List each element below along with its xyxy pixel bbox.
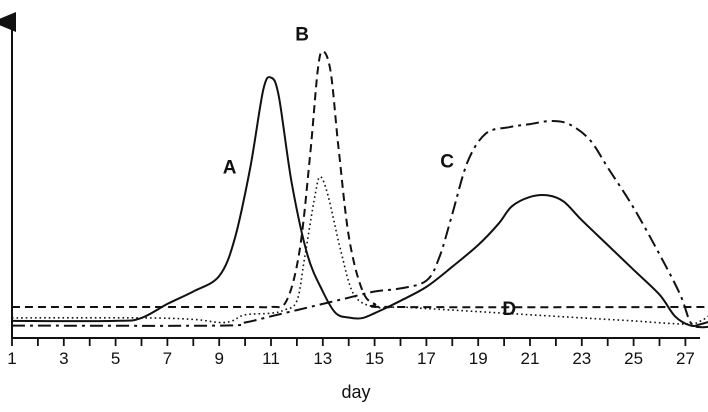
axes (0, 12, 700, 339)
series-label-a: A (223, 158, 237, 179)
x-tick-label: 9 (214, 349, 223, 368)
x-tick-label: 1 (7, 349, 16, 368)
x-tick-label: 3 (59, 349, 68, 368)
x-tick-label: 13 (313, 349, 332, 368)
x-tick-label: 25 (624, 349, 643, 368)
series-label-b: B (295, 24, 309, 45)
x-tick-label: 5 (111, 349, 120, 368)
x-tick-label: 11 (262, 349, 280, 368)
x-tick-label: 17 (417, 349, 436, 368)
series-line-d (11, 176, 708, 325)
series-label-c: C (440, 152, 454, 173)
x-ticks (11, 338, 687, 346)
x-tick-label: 7 (163, 349, 172, 368)
x-axis-title: day (341, 382, 370, 402)
series-line-b (11, 50, 708, 309)
x-tick-label: 19 (469, 349, 488, 368)
x-tick-label: 21 (521, 349, 540, 368)
series-line-c (11, 120, 708, 329)
series-labels: A B C D (223, 24, 516, 319)
x-tick-label: 15 (365, 349, 384, 368)
x-tick-label: 23 (572, 349, 591, 368)
x-tick-label: 27 (676, 349, 695, 368)
series-line-a (11, 76, 708, 328)
series-label-d: D (502, 299, 516, 320)
x-tick-labels: 1 3 5 7 9 11 13 15 17 19 21 23 25 27 (7, 349, 695, 368)
series-group (11, 50, 708, 329)
